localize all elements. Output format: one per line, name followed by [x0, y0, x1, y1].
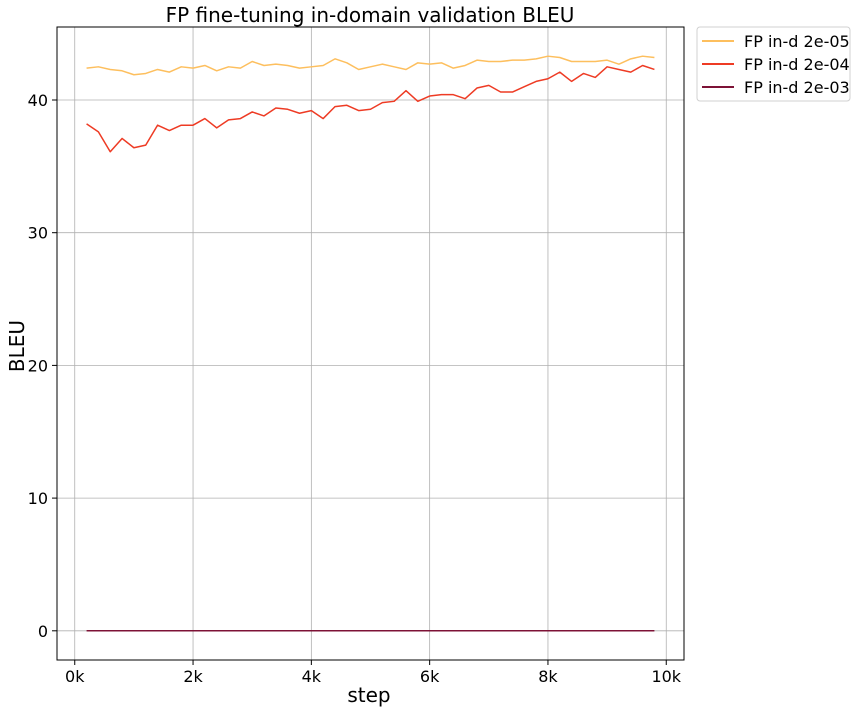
y-tick-label: 0 — [38, 622, 48, 641]
legend: FP in-d 2e-05 FP in-d 2e-04 FP in-d 2e-03 — [696, 26, 851, 102]
legend-box — [696, 26, 851, 102]
x-tick-label: 10k — [651, 667, 681, 686]
x-tick-label: 2k — [183, 667, 203, 686]
y-axis-label: BLEU — [5, 320, 29, 372]
plot-frame — [56, 26, 685, 661]
x-tick-label: 4k — [302, 667, 322, 686]
y-tick-label: 30 — [28, 224, 48, 243]
legend-label: FP in-d 2e-05 — [744, 32, 850, 51]
y-tick-label: 20 — [28, 356, 48, 375]
legend-label: FP in-d 2e-04 — [744, 55, 850, 74]
grid — [57, 27, 684, 660]
y-tick-label: 10 — [28, 489, 48, 508]
x-axis-label: step — [347, 683, 390, 707]
series-line-2 — [86, 64, 655, 153]
legend-label: FP in-d 2e-03 — [744, 78, 850, 97]
x-tick-label: 0k — [65, 667, 85, 686]
x-tick-label: 6k — [420, 667, 440, 686]
x-tick-label: 8k — [538, 667, 558, 686]
series-lines — [86, 55, 655, 632]
y-tick-label: 40 — [28, 91, 48, 110]
chart-title: FP fine-tuning in-domain validation BLEU — [166, 3, 575, 27]
series-line-1 — [86, 55, 655, 76]
axis-ticks: 0k 2k 4k 6k 8k 10k 0 10 20 30 40 — [28, 91, 682, 686]
